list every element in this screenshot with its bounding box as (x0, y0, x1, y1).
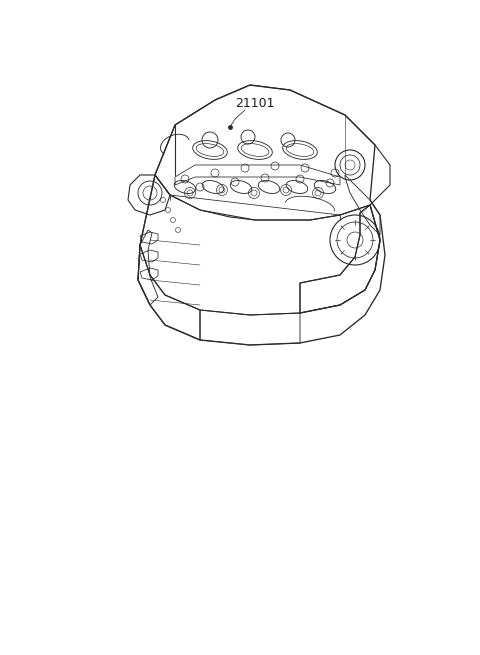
Text: 21101: 21101 (235, 97, 275, 110)
